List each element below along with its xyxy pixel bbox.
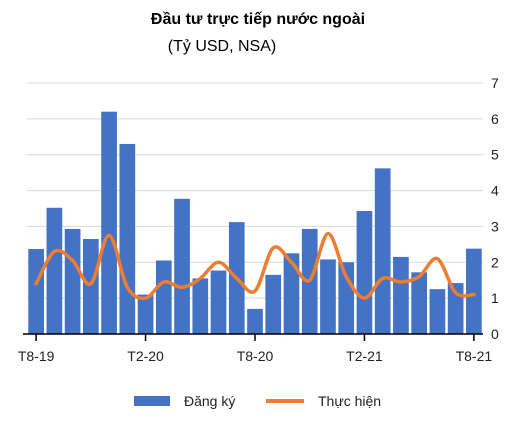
bar [101, 111, 117, 334]
bar [411, 272, 428, 334]
x-tick-label: T2-21 [346, 348, 383, 364]
y-tick-label: 3 [491, 218, 499, 234]
bar [374, 168, 391, 334]
legend: Đăng ký Thực hiện [134, 393, 381, 409]
bar [64, 228, 81, 334]
chart-subtitle: (Tỷ USD, NSA) [168, 38, 276, 55]
bar [466, 248, 482, 334]
line-series-thuc-hien [34, 231, 476, 301]
y-tick-label: 7 [491, 75, 499, 91]
bar [429, 289, 446, 334]
y-tick-label: 6 [491, 111, 499, 127]
x-axis: T8-19 T2-20 T8-20 T2-21 T8-21 [18, 333, 493, 364]
legend-label-dang-ky: Đăng ký [184, 393, 235, 409]
legend-label-thuc-hien: Thực hiện [318, 393, 381, 409]
chart-title: Đầu tư trực tiếp nước ngoài [151, 11, 365, 28]
bar [155, 260, 172, 334]
y-tick-label: 5 [491, 147, 499, 163]
bar [28, 249, 44, 334]
bar [247, 308, 263, 334]
series-line [34, 231, 476, 301]
bar [283, 253, 300, 334]
x-tick-label: T2-20 [127, 348, 164, 364]
y-tick-label: 4 [491, 183, 499, 199]
bar [82, 238, 99, 334]
bar [320, 259, 336, 334]
y-tick-label: 0 [491, 326, 499, 342]
bar [210, 270, 227, 334]
bar [356, 211, 373, 334]
x-tick-label: T8-20 [237, 348, 274, 364]
x-tick-label: T8-21 [456, 348, 493, 364]
bar [46, 207, 63, 334]
x-tick-label: T8-19 [18, 348, 55, 364]
bar-series-dang-ky [28, 111, 482, 334]
bar [192, 278, 209, 334]
bar [119, 143, 136, 334]
bar [393, 256, 409, 334]
bar [137, 294, 154, 334]
bar [265, 274, 282, 334]
bar [174, 198, 190, 334]
y-tick-label: 2 [491, 254, 499, 270]
y-axis: 0 1 2 3 4 5 6 7 [491, 75, 499, 342]
legend-swatch-dang-ky [134, 396, 170, 406]
y-tick-label: 1 [491, 290, 499, 306]
